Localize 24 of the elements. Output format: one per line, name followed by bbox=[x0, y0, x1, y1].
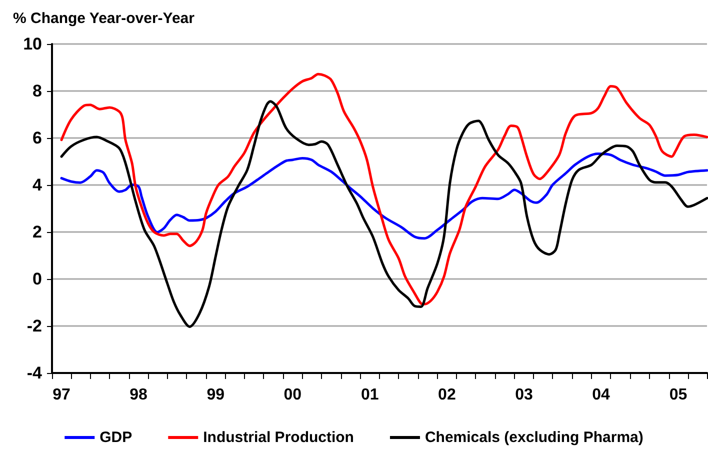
y-tick-label: -2 bbox=[26, 316, 42, 336]
line-series bbox=[60, 72, 708, 306]
line-series bbox=[60, 152, 708, 240]
x-tick-label: 04 bbox=[592, 386, 610, 404]
y-tick-label: 2 bbox=[32, 222, 42, 242]
x-tick-label: 05 bbox=[669, 386, 688, 404]
legend-label: Industrial Production bbox=[203, 429, 354, 446]
x-tick-label: 02 bbox=[438, 386, 456, 404]
y-tick-label: 10 bbox=[23, 34, 42, 54]
x-tick-label: 98 bbox=[130, 386, 148, 404]
x-tick-label: 97 bbox=[52, 386, 70, 404]
x-tick-label: 00 bbox=[284, 386, 302, 404]
y-tick-label: 4 bbox=[32, 176, 43, 194]
y-tick-label: 8 bbox=[32, 82, 42, 100]
legend-label: Chemicals (excluding Pharma) bbox=[424, 429, 644, 446]
y-tick-label: 0 bbox=[32, 270, 42, 288]
line-series bbox=[60, 100, 708, 328]
chart-title: % Change Year-over-Year bbox=[13, 10, 195, 27]
x-tick-label: 01 bbox=[360, 386, 379, 404]
x-tick-label: 03 bbox=[515, 386, 533, 404]
y-tick-label: -4 bbox=[26, 364, 43, 382]
x-tick-label: 99 bbox=[206, 386, 225, 404]
legend-label: GDP bbox=[100, 429, 132, 446]
y-tick-label: 6 bbox=[32, 128, 42, 148]
